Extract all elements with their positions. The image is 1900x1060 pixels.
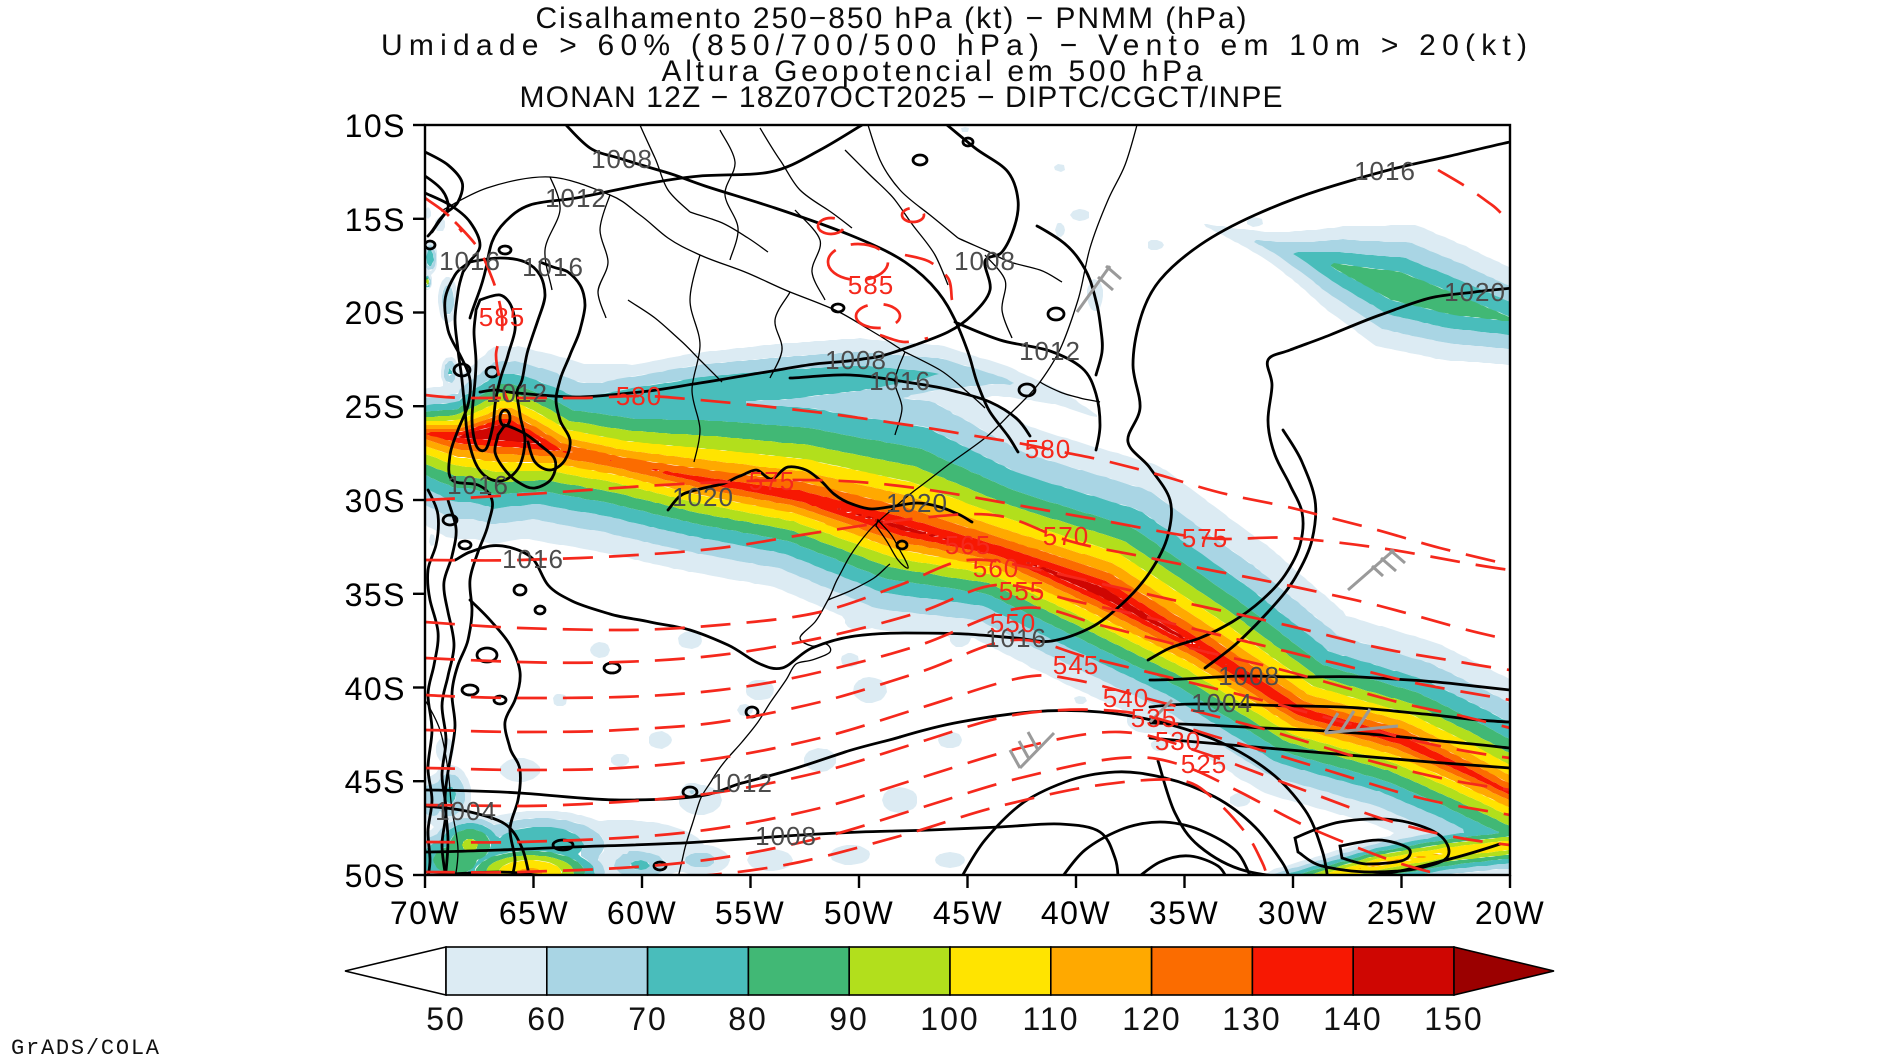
svg-text:1020: 1020 bbox=[672, 482, 734, 512]
svg-text:1008: 1008 bbox=[825, 345, 887, 375]
svg-text:585: 585 bbox=[479, 302, 525, 332]
svg-text:565: 565 bbox=[945, 530, 991, 560]
svg-text:60W: 60W bbox=[607, 895, 677, 931]
svg-text:50S: 50S bbox=[345, 858, 406, 894]
svg-text:1012: 1012 bbox=[486, 378, 548, 408]
svg-text:30S: 30S bbox=[345, 483, 406, 519]
svg-text:90: 90 bbox=[829, 1001, 869, 1037]
svg-text:70: 70 bbox=[628, 1001, 668, 1037]
svg-text:80: 80 bbox=[728, 1001, 768, 1037]
svg-text:1008: 1008 bbox=[591, 144, 653, 174]
svg-text:30W: 30W bbox=[1258, 895, 1328, 931]
svg-text:1016: 1016 bbox=[502, 544, 564, 574]
svg-text:570: 570 bbox=[1043, 521, 1089, 551]
svg-text:1012: 1012 bbox=[711, 768, 773, 798]
svg-text:1004: 1004 bbox=[435, 796, 497, 826]
svg-text:1008: 1008 bbox=[755, 821, 817, 851]
svg-text:65W: 65W bbox=[499, 895, 569, 931]
svg-text:130: 130 bbox=[1222, 1001, 1281, 1037]
svg-text:55W: 55W bbox=[715, 895, 785, 931]
svg-text:120: 120 bbox=[1122, 1001, 1181, 1037]
svg-text:1016: 1016 bbox=[1354, 156, 1416, 186]
svg-text:530: 530 bbox=[1155, 726, 1201, 756]
svg-text:25S: 25S bbox=[345, 389, 406, 425]
svg-text:1012: 1012 bbox=[545, 183, 607, 213]
svg-text:1016: 1016 bbox=[985, 623, 1047, 653]
svg-text:525: 525 bbox=[1181, 749, 1227, 779]
svg-text:100: 100 bbox=[920, 1001, 979, 1037]
svg-text:50: 50 bbox=[426, 1001, 466, 1037]
svg-text:20S: 20S bbox=[345, 295, 406, 331]
svg-text:GrADS/COLA: GrADS/COLA bbox=[11, 1036, 160, 1060]
svg-text:1020: 1020 bbox=[886, 488, 948, 518]
svg-text:1008: 1008 bbox=[954, 246, 1016, 276]
svg-text:50W: 50W bbox=[824, 895, 894, 931]
svg-text:1016: 1016 bbox=[869, 366, 931, 396]
svg-text:140: 140 bbox=[1323, 1001, 1382, 1037]
svg-text:40S: 40S bbox=[345, 671, 406, 707]
svg-text:1016: 1016 bbox=[439, 246, 501, 276]
svg-text:580: 580 bbox=[1025, 434, 1071, 464]
svg-text:70W: 70W bbox=[390, 895, 460, 931]
svg-text:110: 110 bbox=[1022, 1001, 1079, 1037]
svg-text:150: 150 bbox=[1424, 1001, 1483, 1037]
svg-text:15S: 15S bbox=[345, 202, 406, 238]
svg-text:1016: 1016 bbox=[522, 252, 584, 282]
svg-text:555: 555 bbox=[999, 576, 1045, 606]
svg-text:1020: 1020 bbox=[1444, 277, 1506, 307]
svg-text:535: 535 bbox=[1131, 703, 1177, 733]
svg-text:45W: 45W bbox=[933, 895, 1003, 931]
svg-text:45S: 45S bbox=[345, 764, 406, 800]
svg-text:MONAN 12Z − 18Z07OCT2025 − DIP: MONAN 12Z − 18Z07OCT2025 − DIPTC/CGCT/IN… bbox=[520, 81, 1283, 114]
svg-text:40W: 40W bbox=[1041, 895, 1111, 931]
svg-text:575: 575 bbox=[749, 466, 795, 496]
svg-text:1012: 1012 bbox=[1019, 336, 1081, 366]
svg-text:60: 60 bbox=[527, 1001, 567, 1037]
svg-text:1016: 1016 bbox=[447, 470, 509, 500]
svg-text:575: 575 bbox=[1182, 523, 1228, 553]
svg-text:35W: 35W bbox=[1149, 895, 1219, 931]
svg-text:25W: 25W bbox=[1367, 895, 1437, 931]
svg-text:585: 585 bbox=[848, 270, 894, 300]
svg-text:Cisalhamento 250−850 hPa (kt): Cisalhamento 250−850 hPa (kt) − PNMM (hP… bbox=[536, 2, 1247, 35]
svg-text:1008: 1008 bbox=[1218, 661, 1280, 691]
svg-text:580: 580 bbox=[616, 381, 662, 411]
svg-text:35S: 35S bbox=[345, 577, 406, 613]
svg-text:540: 540 bbox=[1103, 683, 1149, 713]
svg-text:550: 550 bbox=[990, 608, 1036, 638]
svg-text:1004: 1004 bbox=[1191, 688, 1253, 718]
svg-text:545: 545 bbox=[1053, 650, 1099, 680]
svg-text:20W: 20W bbox=[1475, 895, 1545, 931]
svg-text:560: 560 bbox=[973, 553, 1019, 583]
svg-text:10S: 10S bbox=[345, 108, 406, 144]
